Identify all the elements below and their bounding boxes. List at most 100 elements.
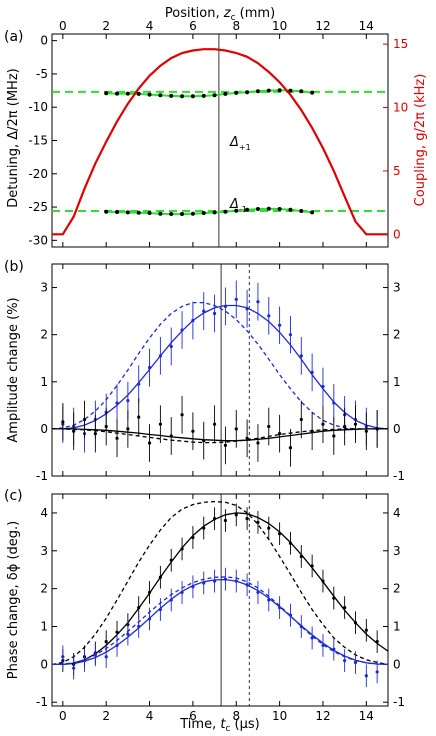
top-tick-label: 12 <box>315 19 330 33</box>
y-tick-label: 4 <box>40 506 48 520</box>
data-point <box>234 90 239 95</box>
y-tick-label-right: 2 <box>393 582 401 596</box>
data-point <box>267 424 271 429</box>
plot-frame <box>51 263 389 477</box>
data-point <box>299 554 303 559</box>
model-curve <box>52 428 388 444</box>
y2-tick-label: 0 <box>393 227 401 241</box>
plot-frame <box>51 33 389 248</box>
annotation-delta-plus: Δ+1 <box>229 135 251 152</box>
data-point <box>180 413 184 417</box>
data-point <box>234 208 239 213</box>
top-tick-label: 14 <box>359 19 374 33</box>
data-point <box>245 307 249 311</box>
data-point <box>256 590 260 595</box>
y-tick-label: -1 <box>36 469 48 483</box>
data-point <box>125 91 130 96</box>
data-point <box>223 443 228 447</box>
data-point <box>288 333 293 337</box>
fit-curve <box>52 304 389 430</box>
data-point <box>223 209 228 214</box>
data-point <box>375 427 379 431</box>
data-point <box>158 607 162 612</box>
data-point <box>288 207 293 212</box>
top-tick-label: 10 <box>272 19 287 33</box>
panel-a-ylabel: Detuning, Δ/2π (MHz) <box>6 68 21 207</box>
data-point <box>147 617 152 621</box>
data-point <box>310 210 315 215</box>
x-tick-label: 10 <box>272 709 287 723</box>
data-point <box>299 417 303 422</box>
panel-c: 0 2 4 6 8 10 12 14-1 -10 01 12 23 34 4 <box>36 493 405 723</box>
top-axis: 0 2 4 6 8 10 12 14 <box>59 19 374 33</box>
data-point <box>126 632 130 636</box>
data-point <box>147 366 152 370</box>
panel-label-b: (b) <box>4 259 24 275</box>
data-point <box>278 432 282 436</box>
data-point <box>321 643 325 648</box>
data-point <box>256 300 260 304</box>
x-tick-label: 2 <box>102 709 110 723</box>
data-point <box>375 670 379 674</box>
data-point <box>299 89 304 94</box>
data-point <box>190 211 195 216</box>
data-point <box>245 436 249 440</box>
data-point <box>104 640 108 644</box>
model-curve <box>51 500 389 666</box>
panel-b-ylabel: Amplitude change (%) <box>6 297 21 442</box>
y-tick-label: -15 <box>28 134 48 148</box>
data-point <box>245 583 249 587</box>
y2-tick-label: 5 <box>393 164 401 178</box>
data-point <box>245 90 250 95</box>
data-point <box>158 575 162 579</box>
data-point <box>278 323 282 327</box>
data-point <box>169 598 173 602</box>
x-tick-label: 8 <box>232 709 240 723</box>
plot-frame <box>51 493 389 707</box>
data-point <box>125 210 130 215</box>
data-point <box>137 605 141 610</box>
data-point <box>104 424 108 429</box>
data-point <box>353 422 358 426</box>
data-point <box>234 579 238 583</box>
data-point <box>321 384 325 389</box>
data-point <box>288 446 293 450</box>
data-point <box>310 90 315 95</box>
y-tick-label: -25 <box>28 200 48 214</box>
data-point <box>137 382 141 386</box>
y-tick-label: 0 <box>40 422 48 436</box>
data-point <box>191 318 195 323</box>
data-point <box>212 517 217 521</box>
y2-tick-label: 15 <box>393 37 408 51</box>
data-point <box>278 532 282 536</box>
data-point <box>180 94 185 99</box>
data-point <box>212 210 217 215</box>
data-point <box>158 93 163 98</box>
top-axis-label: Position, zc (mm) <box>165 6 275 23</box>
data-point <box>115 630 119 634</box>
y-tick-label-right: -1 <box>393 469 405 483</box>
data-point <box>364 674 368 678</box>
data-point <box>201 93 206 98</box>
y-tick-label-right: -1 <box>393 695 405 709</box>
y-tick-label-right: 2 <box>393 328 401 342</box>
panel-c-ylabel: Phase change, δϕ (deg.) <box>6 521 21 680</box>
data-point <box>158 211 163 216</box>
data-point <box>223 518 228 523</box>
data-point <box>310 564 314 568</box>
y-tick-label: -20 <box>28 167 48 181</box>
data-point <box>147 211 152 216</box>
y-tick-label: -1 <box>36 695 48 709</box>
top-tick-label: 0 <box>59 19 67 33</box>
data-point <box>364 628 368 632</box>
data-point <box>321 422 325 426</box>
panel-b: -1 -1 0 0 1 1 2 2 3 3 <box>36 263 405 483</box>
panel-label-a: (a) <box>4 29 24 45</box>
y-tick-label: 2 <box>40 328 48 342</box>
data-point <box>72 666 76 670</box>
data-point <box>288 541 293 545</box>
data-point <box>137 624 141 629</box>
data-point <box>267 526 271 530</box>
data-point <box>72 429 76 433</box>
y-tick-label: 3 <box>40 281 48 295</box>
